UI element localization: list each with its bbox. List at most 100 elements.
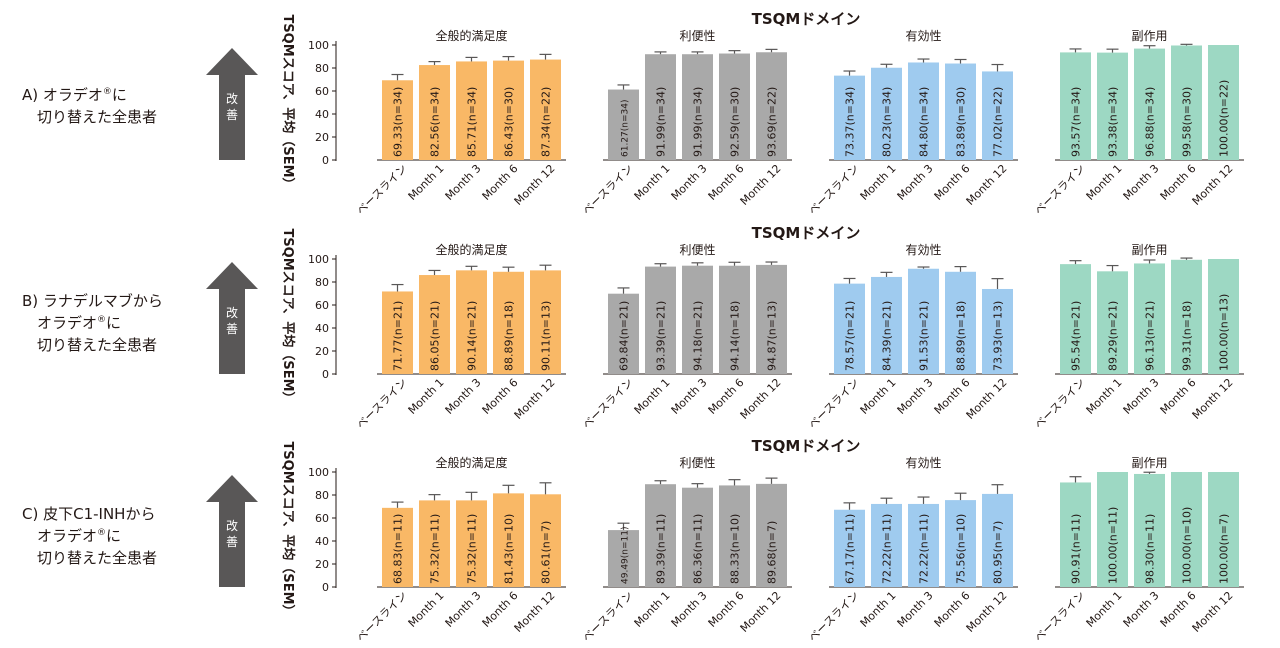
bar <box>1171 45 1202 160</box>
bar <box>645 266 676 374</box>
data-label: 92.59(n=30) <box>729 87 742 157</box>
x-tick-label: Month 1 <box>632 376 673 417</box>
data-label: 88.89(n=18) <box>503 301 516 371</box>
data-label: 96.13(n=21) <box>1144 301 1157 371</box>
data-label: 89.39(n=11) <box>655 514 668 584</box>
x-tick-label: Month 3 <box>895 162 936 203</box>
y-tick-label: 0 <box>322 154 329 167</box>
bar <box>756 483 787 587</box>
data-label: 86.36(n=11) <box>692 514 705 584</box>
x-tick-label: Month 12 <box>512 162 558 208</box>
data-label: 91.53(n=21) <box>918 301 931 371</box>
y-tick-label: 80 <box>315 489 329 502</box>
data-label: 98.30(n=11) <box>1144 514 1157 584</box>
bar <box>945 271 976 374</box>
series-title: 全般的満足度 <box>435 28 507 43</box>
data-label: 99.31(n=18) <box>1181 301 1194 371</box>
bar <box>834 283 865 374</box>
bar <box>1060 52 1091 160</box>
x-tick-label: Month 12 <box>512 589 558 635</box>
data-label: 73.37(n=34) <box>844 87 857 157</box>
row-label-line: B) ラナデルマブから <box>22 292 163 310</box>
y-tick-label: 40 <box>315 322 329 335</box>
y-axis-label: TSQMスコア、平均（SEM） <box>280 441 296 617</box>
row-label: A) オラデオ®に切り替えた全患者 <box>22 86 157 126</box>
series-title: 有効性 <box>905 28 941 43</box>
bar <box>719 53 750 160</box>
x-tick-label: Month 3 <box>443 162 484 203</box>
data-label: 83.89(n=30) <box>955 87 968 157</box>
x-tick-label: ベースライン <box>806 589 861 644</box>
bar <box>834 75 865 160</box>
data-label: 86.05(n=21) <box>429 301 442 371</box>
bar <box>1060 264 1091 374</box>
series-title: 有効性 <box>905 455 941 470</box>
series-title: 有効性 <box>905 242 941 257</box>
domain-header: TSQMドメイン <box>752 224 861 242</box>
data-label: 93.39(n=21) <box>655 301 668 371</box>
series-title: 副作用 <box>1131 456 1167 470</box>
bar <box>908 503 939 587</box>
data-label: 99.58(n=30) <box>1181 87 1194 157</box>
x-tick-label: Month 3 <box>669 162 710 203</box>
data-label: 68.83(n=11) <box>392 514 405 584</box>
y-tick-label: 80 <box>315 62 329 75</box>
data-label: 61.27(n=34) <box>621 100 631 158</box>
x-tick-label: Month 3 <box>1121 162 1162 203</box>
x-tick-label: Month 1 <box>858 376 899 417</box>
x-tick-label: Month 1 <box>1084 589 1125 630</box>
y-axis-label: TSQMスコア、平均（SEM） <box>280 14 296 190</box>
bar <box>756 264 787 374</box>
y-tick-label: 60 <box>315 299 329 312</box>
bar <box>419 65 450 160</box>
arrow-label: 善 <box>226 321 238 336</box>
arrow-label: 善 <box>226 534 238 549</box>
bar <box>871 503 902 587</box>
y-tick-label: 40 <box>315 535 329 548</box>
bar <box>493 60 524 160</box>
bar <box>608 89 639 160</box>
y-tick-label: 60 <box>315 512 329 525</box>
row-label-superscript: ® <box>97 315 106 325</box>
data-label: 94.87(n=13) <box>766 301 779 371</box>
data-label: 80.61(n=7) <box>540 521 553 584</box>
domain-header: TSQMドメイン <box>752 10 861 28</box>
series-title: 利便性 <box>679 456 715 470</box>
x-tick-label: Month 12 <box>964 376 1010 422</box>
bar <box>1134 473 1165 587</box>
arrow-label: 善 <box>226 107 238 122</box>
bar <box>1060 482 1091 587</box>
bar <box>382 291 413 374</box>
chart-row-2: TSQMドメイン B) ラナデルマブからオラデオ®に切り替えた全患者 改善 TSQMス… <box>22 224 1244 431</box>
data-label: 81.43(n=10) <box>503 514 516 584</box>
bar <box>1097 52 1128 160</box>
data-label: 72.22(n=11) <box>881 514 894 584</box>
bar <box>530 270 561 374</box>
bar <box>493 271 524 374</box>
data-label: 89.29(n=21) <box>1107 301 1120 371</box>
x-tick-label: Month 12 <box>738 589 784 635</box>
data-label: 94.18(n=21) <box>692 301 705 371</box>
row-label-line: に <box>112 86 127 104</box>
x-tick-label: ベースライン <box>806 376 861 431</box>
bar <box>834 509 865 587</box>
bar <box>719 485 750 587</box>
data-label: 89.68(n=7) <box>766 521 779 584</box>
data-label: 71.77(n=21) <box>392 301 405 371</box>
y-tick-label: 40 <box>315 108 329 121</box>
data-label: 82.56(n=34) <box>429 87 442 157</box>
data-label: 80.95(n=7) <box>992 521 1005 584</box>
series-title: 副作用 <box>1131 29 1167 43</box>
bar <box>530 494 561 587</box>
y-tick-label: 60 <box>315 85 329 98</box>
bar <box>1171 259 1202 374</box>
bar <box>645 54 676 160</box>
data-label: 78.57(n=21) <box>844 301 857 371</box>
bar <box>682 487 713 587</box>
bar <box>908 62 939 161</box>
row-label: B) ラナデルマブからオラデオ®に切り替えた全患者 <box>22 292 163 354</box>
bar <box>456 61 487 160</box>
x-tick-label: Month 12 <box>738 376 784 422</box>
data-label: 100.00(n=11) <box>1107 507 1120 584</box>
